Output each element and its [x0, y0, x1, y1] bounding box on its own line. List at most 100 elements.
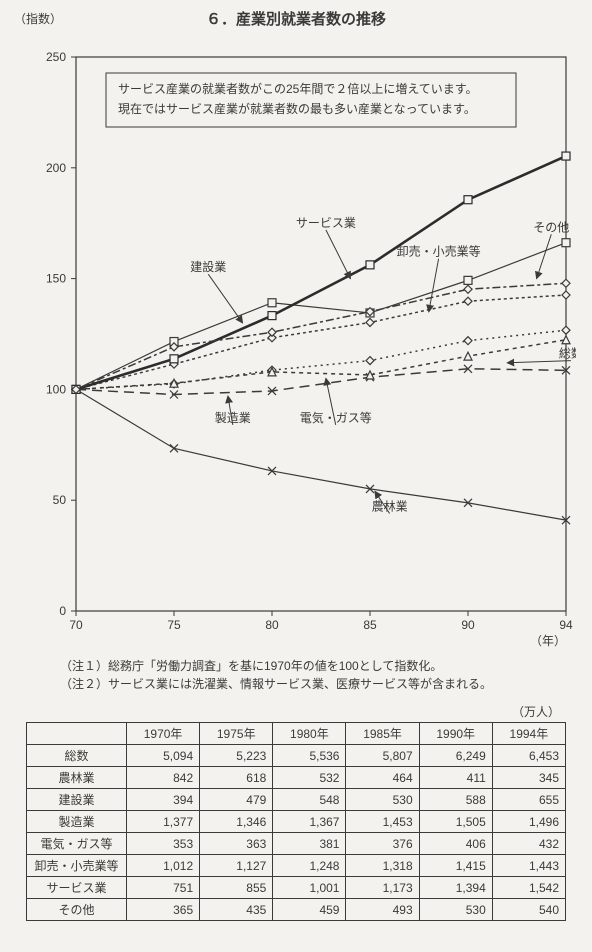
data-cell: 842 [127, 767, 200, 789]
data-cell: 1,415 [419, 855, 492, 877]
data-cell: 345 [492, 767, 565, 789]
table-row: 卸売・小売業等1,0121,1271,2481,3181,4151,443 [27, 855, 566, 877]
data-cell: 432 [492, 833, 565, 855]
svg-text:85: 85 [363, 618, 377, 632]
table-header-cell [27, 723, 127, 745]
svg-text:150: 150 [46, 272, 66, 286]
row-label-cell: 電気・ガス等 [27, 833, 127, 855]
row-label-cell: 製造業 [27, 811, 127, 833]
data-cell: 493 [346, 899, 419, 921]
table-row: 農林業842618532464411345 [27, 767, 566, 789]
line-chart: 0 50 100 150 200 250 70 75 80 85 90 94 （年） 総数農林業 建設業製造… [16, 31, 576, 651]
data-cell: 1,318 [346, 855, 419, 877]
svg-text:90: 90 [461, 618, 475, 632]
table-header-cell: 1970年 [127, 723, 200, 745]
data-cell: 1,443 [492, 855, 565, 877]
data-cell: 363 [200, 833, 273, 855]
svg-text:総数: 総数 [559, 346, 576, 361]
svg-text:サービス産業の就業者数がこの25年間で２倍以上に増えています: サービス産業の就業者数がこの25年間で２倍以上に増えています。 [118, 81, 478, 96]
data-cell: 1,012 [127, 855, 200, 877]
data-cell: 1,453 [346, 811, 419, 833]
data-cell: 6,249 [419, 745, 492, 767]
data-cell: 530 [419, 899, 492, 921]
row-label-cell: 総数 [27, 745, 127, 767]
table-header-cell: 1994年 [492, 723, 565, 745]
svg-text:100: 100 [46, 382, 66, 396]
data-cell: 1,394 [419, 877, 492, 899]
svg-text:農林業: 農林業 [372, 499, 408, 513]
data-cell: 855 [200, 877, 273, 899]
data-cell: 6,453 [492, 745, 565, 767]
table-unit-label: （万人） [12, 703, 560, 720]
data-cell: 1,496 [492, 811, 565, 833]
data-cell: 532 [273, 767, 346, 789]
data-cell: 1,377 [127, 811, 200, 833]
data-cell: 5,536 [273, 745, 346, 767]
data-cell: 1,127 [200, 855, 273, 877]
row-label-cell: 卸売・小売業等 [27, 855, 127, 877]
table-header-cell: 1985年 [346, 723, 419, 745]
data-cell: 1,367 [273, 811, 346, 833]
row-label-cell: その他 [27, 899, 127, 921]
table-header-cell: 1975年 [200, 723, 273, 745]
svg-text:建設業: 建設業 [190, 259, 226, 274]
data-cell: 548 [273, 789, 346, 811]
row-label-cell: 建設業 [27, 789, 127, 811]
data-cell: 5,807 [346, 745, 419, 767]
data-cell: 540 [492, 899, 565, 921]
data-cell: 1,001 [273, 877, 346, 899]
svg-text:0: 0 [59, 604, 66, 618]
svg-text:80: 80 [265, 618, 279, 632]
table-row: 製造業1,3771,3461,3671,4531,5051,496 [27, 811, 566, 833]
svg-text:卸売・小売業等: 卸売・小売業等 [397, 244, 481, 259]
table-header-cell: 1990年 [419, 723, 492, 745]
data-cell: 406 [419, 833, 492, 855]
data-cell: 1,173 [346, 877, 419, 899]
table-row: サービス業7518551,0011,1731,3941,542 [27, 877, 566, 899]
data-cell: 5,094 [127, 745, 200, 767]
chart-title: ６．産業別就業者数の推移 [12, 8, 580, 29]
table-row: その他365435459493530540 [27, 899, 566, 921]
data-cell: 459 [273, 899, 346, 921]
data-cell: 394 [127, 789, 200, 811]
data-cell: 618 [200, 767, 273, 789]
svg-text:250: 250 [46, 50, 66, 64]
svg-text:電気・ガス等: 電気・ガス等 [300, 410, 372, 425]
svg-text:現在ではサービス産業が就業者数の最も多い産業となっています。: 現在ではサービス産業が就業者数の最も多い産業となっています。 [118, 101, 476, 116]
svg-text:製造業: 製造業 [215, 411, 251, 425]
table-row: 電気・ガス等353363381376406432 [27, 833, 566, 855]
data-cell: 530 [346, 789, 419, 811]
data-cell: 381 [273, 833, 346, 855]
svg-text:（年）: （年） [530, 634, 566, 648]
data-cell: 1,505 [419, 811, 492, 833]
table-row: 総数5,0945,2235,5365,8076,2496,453 [27, 745, 566, 767]
footnotes: （注１）総務庁「労働力調査」を基に1970年の値を100として指数化。（注２）サ… [60, 657, 580, 693]
table-header-cell: 1980年 [273, 723, 346, 745]
data-cell: 5,223 [200, 745, 273, 767]
svg-text:75: 75 [167, 618, 181, 632]
svg-text:70: 70 [69, 618, 83, 632]
data-cell: 376 [346, 833, 419, 855]
data-cell: 1,542 [492, 877, 565, 899]
footnote-line: （注２）サービス業には洗濯業、情報サービス業、医療サービス等が含まれる。 [60, 675, 580, 693]
row-label-cell: 農林業 [27, 767, 127, 789]
data-cell: 479 [200, 789, 273, 811]
data-cell: 1,248 [273, 855, 346, 877]
data-cell: 411 [419, 767, 492, 789]
svg-text:94: 94 [559, 618, 573, 632]
data-cell: 588 [419, 789, 492, 811]
svg-text:その他: その他 [533, 220, 569, 234]
svg-text:サービス業: サービス業 [296, 216, 356, 230]
row-label-cell: サービス業 [27, 877, 127, 899]
data-cell: 1,346 [200, 811, 273, 833]
svg-text:200: 200 [46, 161, 66, 175]
data-cell: 365 [127, 899, 200, 921]
y-axis-label: （指数） [14, 10, 62, 27]
data-cell: 751 [127, 877, 200, 899]
footnote-line: （注１）総務庁「労働力調査」を基に1970年の値を100として指数化。 [60, 657, 580, 675]
svg-text:50: 50 [53, 493, 67, 507]
data-cell: 353 [127, 833, 200, 855]
data-cell: 464 [346, 767, 419, 789]
data-table: 1970年1975年1980年1985年1990年1994年総数5,0945,2… [26, 722, 566, 921]
table-row: 建設業394479548530588655 [27, 789, 566, 811]
